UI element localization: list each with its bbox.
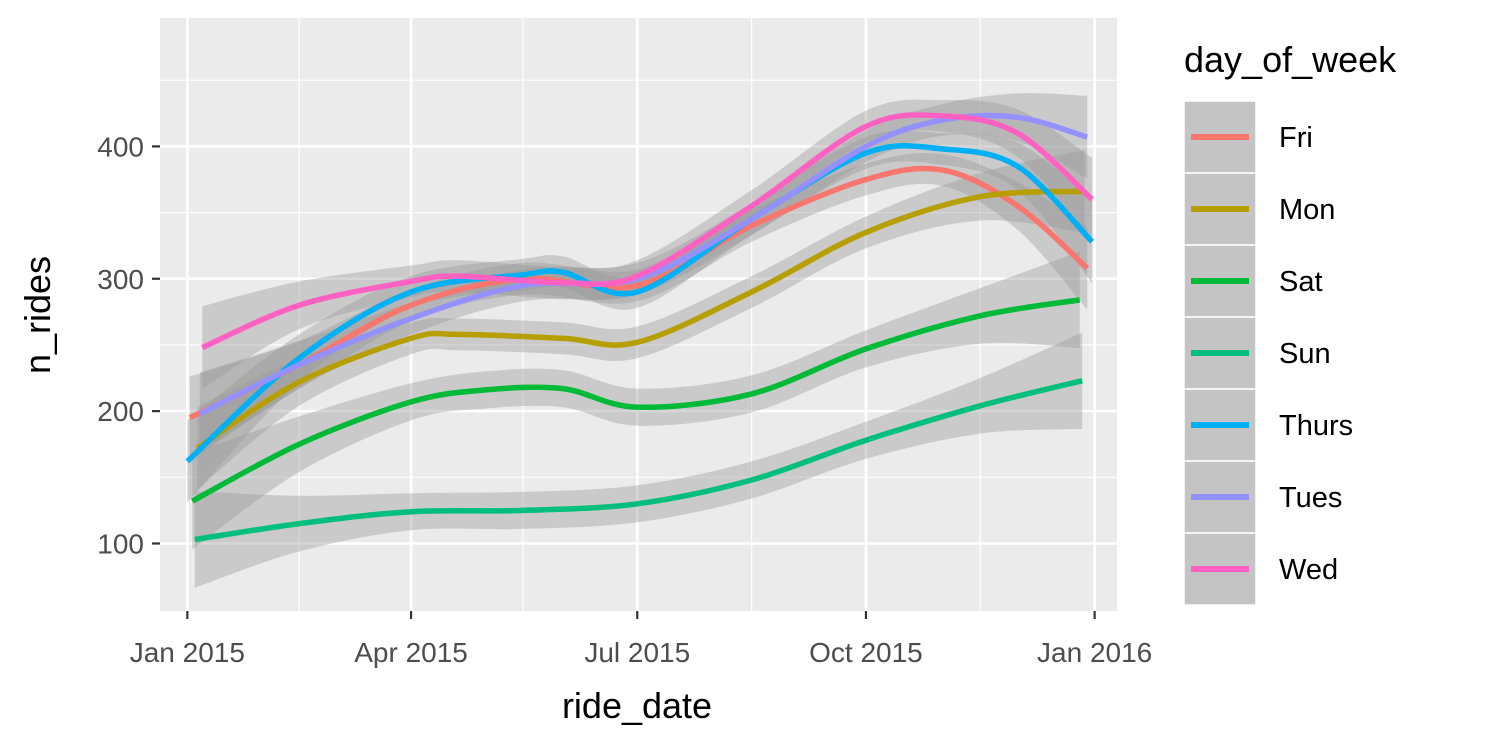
legend-label: Thurs (1279, 410, 1353, 442)
confidence-band-fri (189, 153, 1088, 459)
legend-label: Wed (1279, 554, 1338, 586)
confidence-band-thurs (187, 130, 1093, 503)
y-tick-label: 200 (97, 396, 144, 427)
series-line-wed (201, 112, 1094, 351)
x-axis: Jan 2015 Apr 2015 Jul 2015 Oct 2015 Jan 2016 (130, 611, 1152, 668)
y-tick-label: 400 (97, 131, 144, 162)
legend-item-sun: Sun (1183, 316, 1331, 390)
legend-label: Fri (1279, 122, 1313, 154)
confidence-band-sun (194, 332, 1083, 588)
y-tick-label: 300 (97, 264, 144, 295)
x-tick-label: Jul 2015 (584, 637, 690, 668)
x-axis-title: ride_date (562, 685, 712, 726)
x-tick-label: Jan 2015 (130, 637, 245, 668)
series-lines (185, 112, 1095, 543)
legend-item-tues: Tues (1183, 460, 1342, 534)
legend-label: Sun (1279, 338, 1331, 370)
x-tick-label: Jan 2016 (1037, 637, 1152, 668)
legend-item-mon: Mon (1183, 172, 1335, 246)
legend-item-fri: Fri (1183, 100, 1313, 174)
series-line-sun (194, 378, 1083, 543)
legend-label: Mon (1279, 194, 1335, 226)
confidence-band-sat (192, 251, 1080, 550)
legend-item-wed: Wed (1183, 532, 1338, 606)
y-axis-title: n_rides (17, 256, 58, 374)
series-line-thurs (185, 143, 1095, 464)
y-axis: 100 200 300 400 (97, 131, 160, 559)
legend-label: Tues (1279, 482, 1342, 514)
legend-item-sat: Sat (1183, 244, 1323, 318)
series-line-sat (191, 297, 1081, 504)
legend-title: day_of_week (1184, 39, 1397, 80)
x-tick-label: Oct 2015 (809, 637, 923, 668)
legend-label: Sat (1279, 266, 1323, 298)
legend: Fri Mon Sat Sun Thurs Tues Wed (1183, 100, 1353, 606)
legend-item-thurs: Thurs (1183, 388, 1353, 462)
series-line-mon (195, 188, 1085, 451)
y-tick-label: 100 (97, 528, 144, 559)
x-tick-label: Apr 2015 (354, 637, 468, 668)
